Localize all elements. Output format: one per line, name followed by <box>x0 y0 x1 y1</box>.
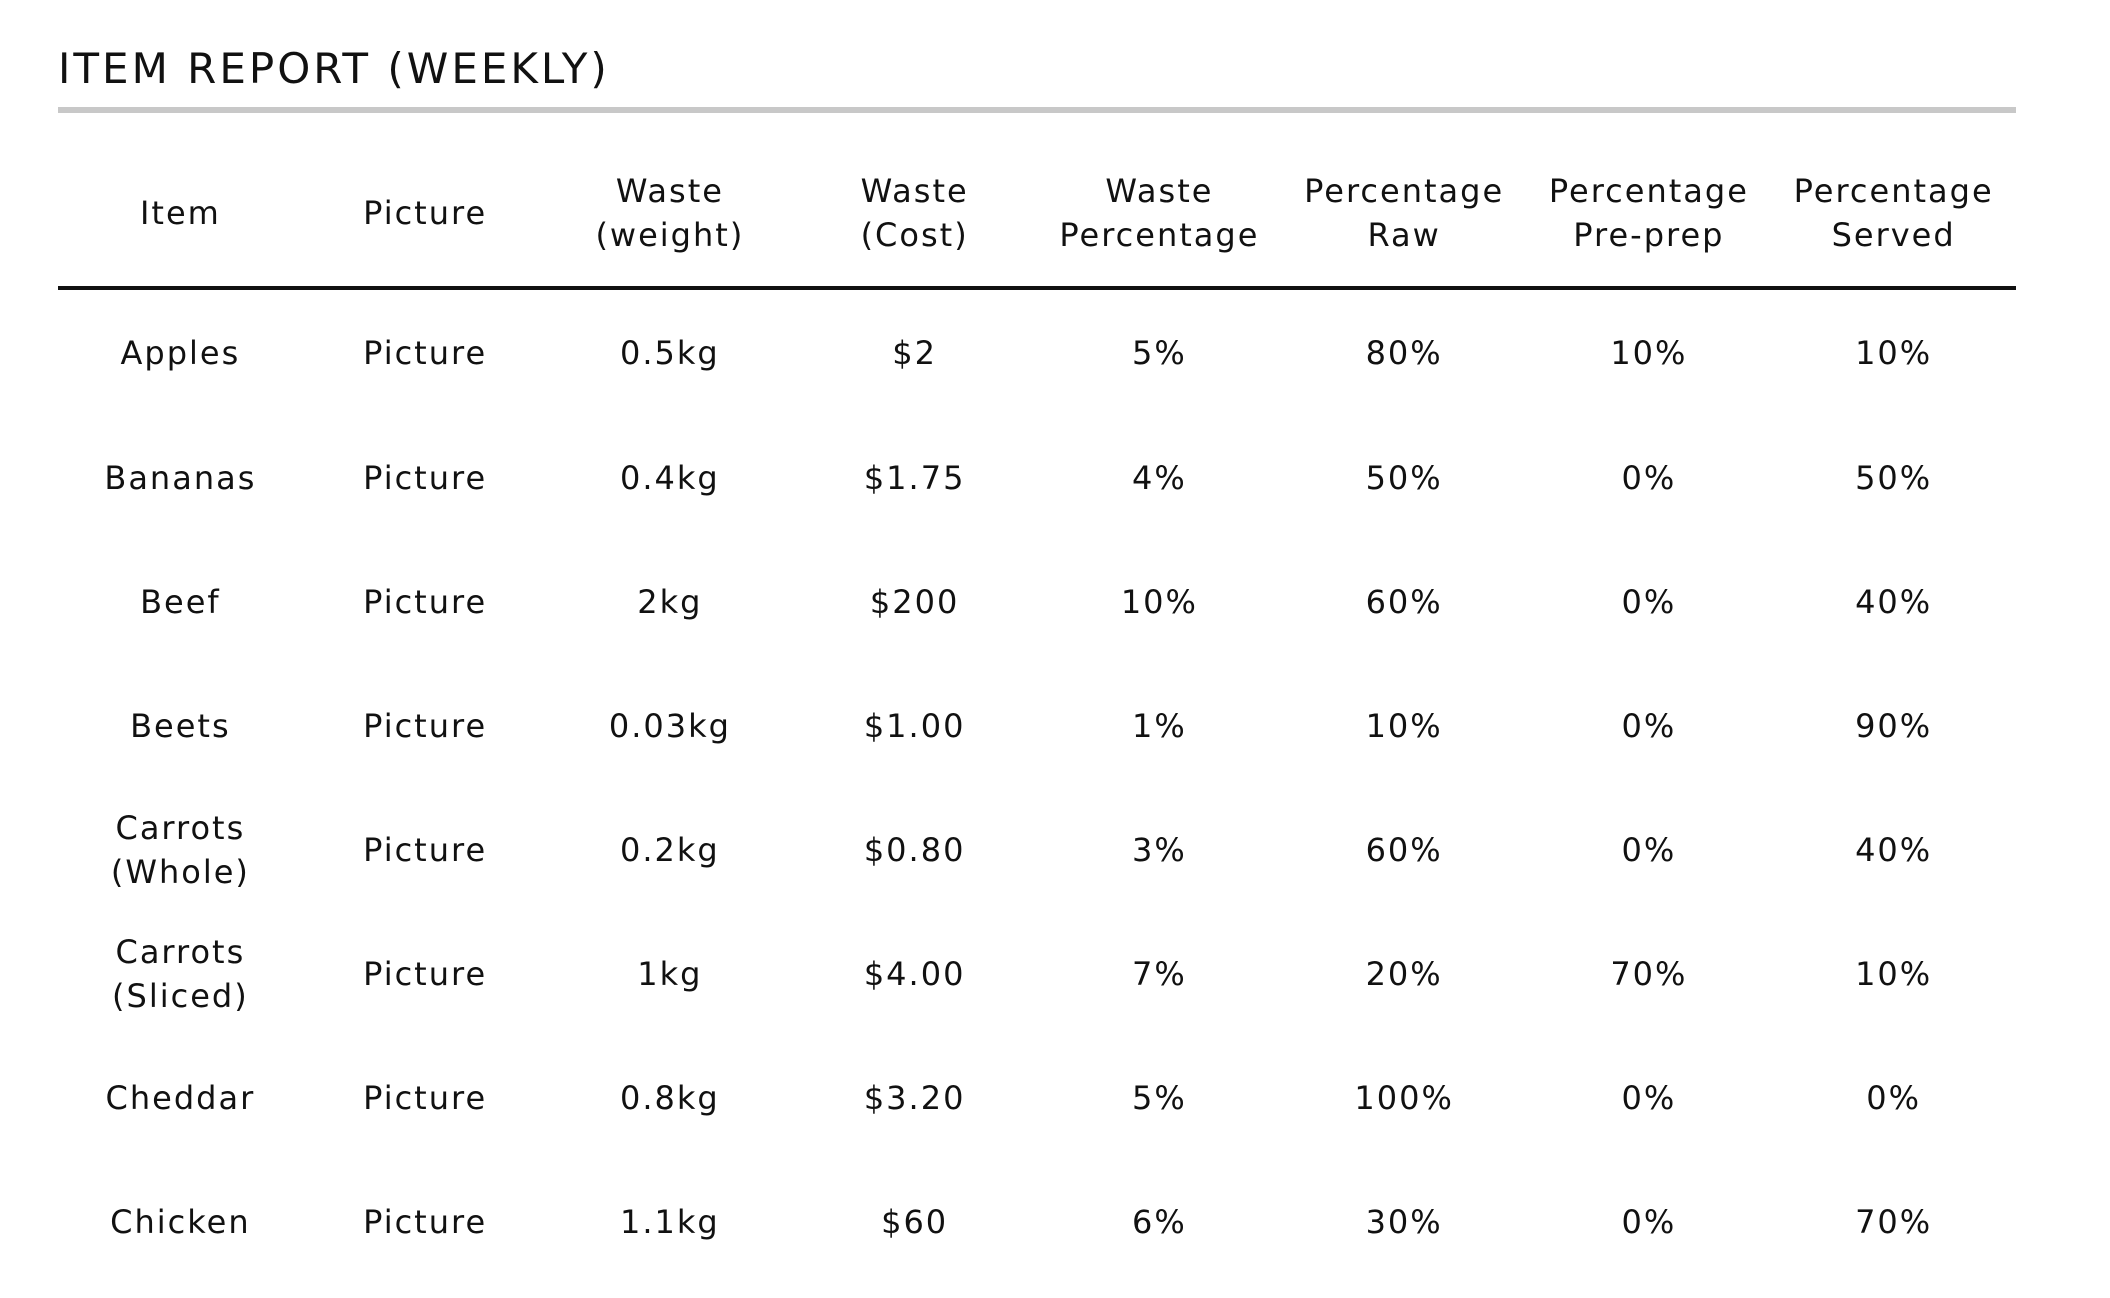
item-name-cell: Cheddar <box>105 1079 256 1117</box>
percentage-served-cell: 0% <box>1866 1079 1921 1117</box>
picture-cell: Picture <box>363 831 488 869</box>
waste-cost-cell: $0.80 <box>863 831 966 869</box>
percentage-raw-cell: 60% <box>1365 583 1443 621</box>
table-header-row: Item Picture Waste (weight) Waste (Cost)… <box>58 140 2016 290</box>
table-row: Apples Picture 0.5kg $2 5% 80% 10% 10% <box>58 288 2016 416</box>
percentage-raw-cell: 30% <box>1365 1203 1443 1241</box>
percentage-raw-cell: 50% <box>1365 459 1443 497</box>
waste-percentage-cell: 7% <box>1131 955 1187 993</box>
title-divider <box>58 107 2016 113</box>
waste-cost-cell: $3.20 <box>863 1079 966 1117</box>
percentage-pre-prep-cell: 0% <box>1621 459 1677 497</box>
table-row: Carrots (Whole) Picture 0.2kg $0.80 3% 6… <box>58 788 2016 912</box>
table-row: Carrots (Sliced) Picture 1kg $4.00 7% 20… <box>58 912 2016 1036</box>
waste-percentage-cell: 4% <box>1131 459 1187 497</box>
item-name-cell: Carrots (Whole) <box>110 809 250 891</box>
percentage-served-cell: 50% <box>1855 459 1933 497</box>
picture-cell: Picture <box>363 459 488 497</box>
item-name-cell: Beets <box>130 707 231 745</box>
table-row: Chicken Picture 1.1kg $60 6% 30% 0% 70% <box>58 1160 2016 1284</box>
waste-weight-cell: 2kg <box>637 583 703 621</box>
percentage-pre-prep-cell: 0% <box>1621 831 1677 869</box>
waste-cost-cell: $60 <box>881 1203 949 1241</box>
percentage-served-cell: 40% <box>1855 831 1933 869</box>
item-name-cell: Apples <box>120 334 241 372</box>
waste-percentage-cell: 1% <box>1131 707 1187 745</box>
percentage-pre-prep-cell: 10% <box>1610 334 1688 372</box>
percentage-pre-prep-cell: 0% <box>1621 707 1677 745</box>
column-header-waste-cost: Waste (Cost) <box>792 140 1037 290</box>
item-name-cell: Bananas <box>104 459 257 497</box>
percentage-served-cell: 40% <box>1855 583 1933 621</box>
picture-cell: Picture <box>363 334 488 372</box>
waste-weight-cell: 0.4kg <box>620 459 720 497</box>
waste-weight-cell: 0.5kg <box>620 334 720 372</box>
table-row: Bananas Picture 0.4kg $1.75 4% 50% 0% 50… <box>58 416 2016 540</box>
picture-cell: Picture <box>363 583 488 621</box>
waste-cost-cell: $1.75 <box>863 459 966 497</box>
percentage-served-cell: 10% <box>1855 334 1933 372</box>
waste-cost-cell: $1.00 <box>863 707 966 745</box>
waste-percentage-cell: 3% <box>1131 831 1187 869</box>
column-header-waste-weight: Waste (weight) <box>547 140 793 290</box>
picture-cell: Picture <box>363 955 488 993</box>
picture-cell: Picture <box>363 1079 488 1117</box>
percentage-raw-cell: 10% <box>1365 707 1443 745</box>
percentage-served-cell: 70% <box>1855 1203 1933 1241</box>
percentage-pre-prep-cell: 0% <box>1621 1079 1677 1117</box>
column-header-picture: Picture <box>302 140 548 290</box>
table-row: Beef Picture 2kg $200 10% 60% 0% 40% <box>58 540 2016 664</box>
table-row: Cheddar Picture 0.8kg $3.20 5% 100% 0% 0… <box>58 1036 2016 1160</box>
column-header-waste-percentage: Waste Percentage <box>1037 140 1282 290</box>
column-header-item: Item <box>58 140 303 290</box>
percentage-pre-prep-cell: 70% <box>1610 955 1688 993</box>
report-title: ITEM REPORT (WEEKLY) <box>58 44 610 93</box>
column-header-percentage-served: Percentage Served <box>1771 140 2016 290</box>
percentage-raw-cell: 20% <box>1365 955 1443 993</box>
item-report-table: Item Picture Waste (weight) Waste (Cost)… <box>58 140 2016 1284</box>
waste-weight-cell: 0.8kg <box>620 1079 720 1117</box>
waste-weight-cell: 0.03kg <box>608 707 731 745</box>
item-name-cell: Carrots (Sliced) <box>112 933 249 1015</box>
waste-percentage-cell: 5% <box>1131 1079 1187 1117</box>
waste-weight-cell: 1.1kg <box>620 1203 720 1241</box>
waste-cost-cell: $200 <box>869 583 960 621</box>
column-header-percentage-raw: Percentage Raw <box>1281 140 1527 290</box>
percentage-raw-cell: 80% <box>1365 334 1443 372</box>
percentage-served-cell: 90% <box>1855 707 1933 745</box>
waste-weight-cell: 1kg <box>637 955 703 993</box>
table-row: Beets Picture 0.03kg $1.00 1% 10% 0% 90% <box>58 664 2016 788</box>
percentage-pre-prep-cell: 0% <box>1621 1203 1677 1241</box>
column-header-percentage-pre-prep: Percentage Pre-prep <box>1526 140 1772 290</box>
item-name-cell: Beef <box>140 583 221 621</box>
picture-cell: Picture <box>363 707 488 745</box>
waste-percentage-cell: 6% <box>1131 1203 1187 1241</box>
percentage-raw-cell: 100% <box>1354 1079 1454 1117</box>
waste-percentage-cell: 10% <box>1120 583 1198 621</box>
waste-percentage-cell: 5% <box>1131 334 1187 372</box>
percentage-served-cell: 10% <box>1855 955 1933 993</box>
item-name-cell: Chicken <box>110 1203 251 1241</box>
picture-cell: Picture <box>363 1203 488 1241</box>
waste-cost-cell: $4.00 <box>863 955 966 993</box>
percentage-raw-cell: 60% <box>1365 831 1443 869</box>
waste-cost-cell: $2 <box>892 334 937 372</box>
waste-weight-cell: 0.2kg <box>620 831 720 869</box>
percentage-pre-prep-cell: 0% <box>1621 583 1677 621</box>
